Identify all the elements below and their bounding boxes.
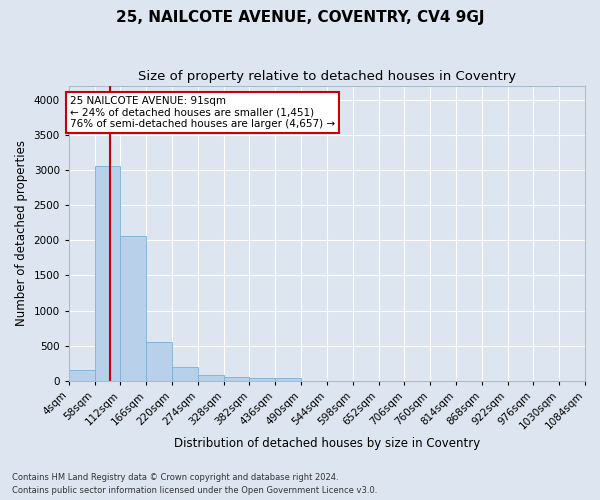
Bar: [224, 377, 250, 381]
Bar: [275, 378, 301, 381]
Bar: [95, 166, 121, 381]
Bar: [172, 367, 198, 381]
Text: 25 NAILCOTE AVENUE: 91sqm
← 24% of detached houses are smaller (1,451)
76% of se: 25 NAILCOTE AVENUE: 91sqm ← 24% of detac…: [70, 96, 335, 130]
Text: Contains HM Land Registry data © Crown copyright and database right 2024.
Contai: Contains HM Land Registry data © Crown c…: [12, 474, 377, 495]
Bar: [198, 376, 224, 381]
Bar: [69, 370, 95, 381]
Bar: [250, 378, 275, 381]
Y-axis label: Number of detached properties: Number of detached properties: [15, 140, 28, 326]
Text: 25, NAILCOTE AVENUE, COVENTRY, CV4 9GJ: 25, NAILCOTE AVENUE, COVENTRY, CV4 9GJ: [116, 10, 484, 25]
Bar: [146, 342, 172, 381]
Title: Size of property relative to detached houses in Coventry: Size of property relative to detached ho…: [138, 70, 516, 83]
X-axis label: Distribution of detached houses by size in Coventry: Distribution of detached houses by size …: [174, 437, 480, 450]
Bar: [121, 236, 146, 381]
